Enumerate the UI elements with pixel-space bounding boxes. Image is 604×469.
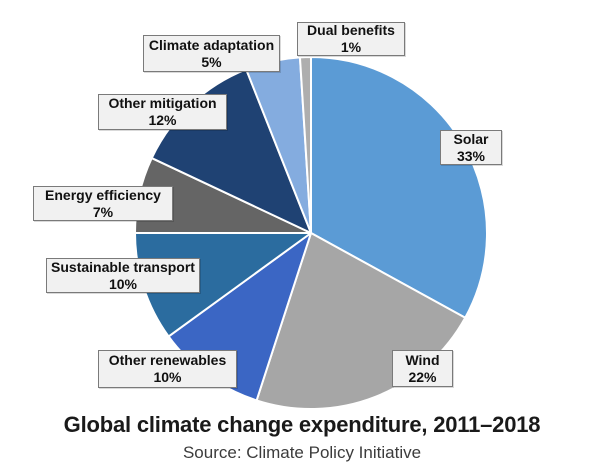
pie-label-dual-benefits: Dual benefits 1% xyxy=(297,22,405,56)
pie-label-other-mitigation-pct: 12% xyxy=(148,112,177,128)
pie-label-wind-name: Wind xyxy=(405,351,440,368)
pie-label-dual-benefits-pct: 1% xyxy=(340,39,362,55)
pie-label-solar-name: Solar xyxy=(453,130,489,147)
pie-label-climate-adaptation-name: Climate adaptation xyxy=(148,36,275,53)
pie-label-sustainable-transport-name: Sustainable transport xyxy=(51,258,195,275)
pie-label-dual-benefits-name: Dual benefits xyxy=(307,22,395,38)
pie-label-climate-adaptation-pct: 5% xyxy=(201,53,222,70)
pie-label-climate-adaptation: Climate adaptation 5% xyxy=(143,35,280,72)
pie-label-sustainable-transport-pct: 10% xyxy=(108,275,138,292)
pie-label-other-mitigation-name: Other mitigation xyxy=(108,95,217,111)
pie-label-energy-efficiency: Energy efficiency 7% xyxy=(33,186,173,221)
pie-label-other-mitigation: Other mitigation 12% xyxy=(98,94,227,130)
pie-label-other-renewables-name: Other renewables xyxy=(108,352,227,368)
pie-label-wind: Wind 22% xyxy=(392,350,453,387)
pie-label-energy-efficiency-pct: 7% xyxy=(92,203,114,220)
pie-label-energy-efficiency-name: Energy efficiency xyxy=(45,186,161,203)
chart-title: Global climate change expenditure, 2011–… xyxy=(63,412,541,437)
pie-label-wind-pct: 22% xyxy=(408,368,437,385)
pie-label-solar: Solar 33% xyxy=(440,130,502,165)
pie-label-other-renewables-pct: 10% xyxy=(153,369,182,385)
pie-label-other-renewables: Other renewables 10% xyxy=(98,350,237,388)
pie-label-sustainable-transport: Sustainable transport 10% xyxy=(46,258,200,293)
pie-slice-dual-benefits xyxy=(298,56,312,234)
pie-label-solar-pct: 33% xyxy=(456,147,486,164)
chart-source: Source: Climate Policy Initiative xyxy=(182,443,422,462)
